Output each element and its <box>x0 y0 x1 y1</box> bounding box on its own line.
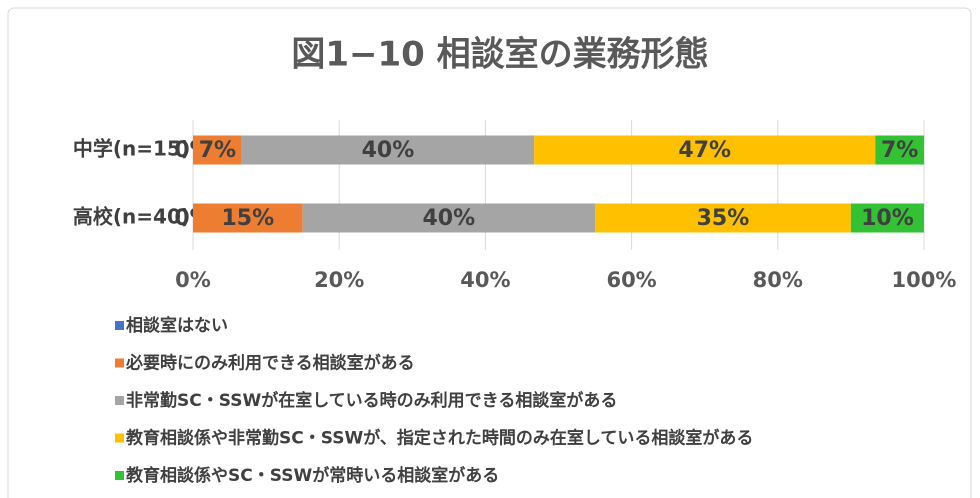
data-label: 10% <box>861 206 914 231</box>
chart-title: 図1−10 相談室の業務形態 <box>291 35 708 75</box>
bar-segment <box>302 203 596 233</box>
bar-segment <box>241 135 535 165</box>
x-tick-label: 100% <box>892 268 957 292</box>
data-label: 7% <box>881 138 918 163</box>
data-label: 7% <box>199 138 236 163</box>
data-label: 15% <box>221 206 274 231</box>
bar-segment <box>534 135 876 165</box>
data-label: 40% <box>362 138 415 163</box>
x-tick-label: 20% <box>314 268 364 292</box>
legend-swatch <box>115 321 124 330</box>
data-label: 47% <box>678 138 731 163</box>
legend-label: 教育相談係や非常勤SC・SSWが、指定された時間のみ在室している相談室がある <box>125 428 753 449</box>
y-tick-label: 中学(n=15) <box>73 137 190 161</box>
legend-label: 非常勤SC・SSWが在室している時のみ利用できる相談室がある <box>126 390 617 411</box>
bar-segment <box>193 203 303 233</box>
legend-swatch <box>115 396 124 405</box>
legend-label: 教育相談係やSC・SSWが常時いる相談室がある <box>125 465 499 486</box>
bar-segment <box>875 135 925 165</box>
x-tick-label: 60% <box>606 268 656 292</box>
legend-swatch <box>115 358 124 368</box>
bar-segment <box>193 135 242 165</box>
x-tick-label: 40% <box>460 268 510 292</box>
y-tick-label: 高校(n=40) <box>73 205 190 229</box>
chart-border <box>7 7 972 498</box>
legend-swatch <box>115 471 124 480</box>
legend-swatch <box>115 433 124 443</box>
data-label: 35% <box>697 206 750 231</box>
legend-label: 相談室はない <box>126 315 228 336</box>
data-label: 40% <box>423 206 476 231</box>
x-tick-label: 80% <box>753 268 803 292</box>
x-tick-label: 0% <box>175 268 211 292</box>
bar-segment <box>595 203 851 233</box>
legend-label: 必要時にのみ利用できる相談室がある <box>125 353 415 374</box>
bar-segment <box>850 203 924 233</box>
